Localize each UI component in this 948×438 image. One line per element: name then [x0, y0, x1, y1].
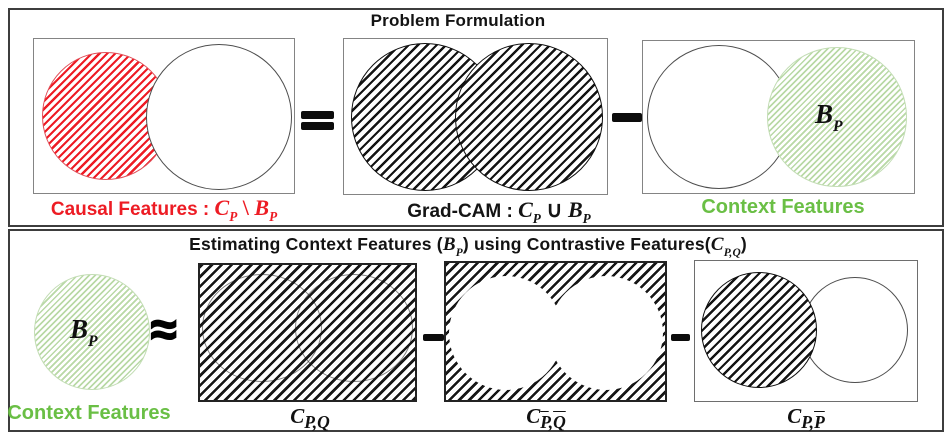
- top-panel-title: Problem Formulation: [370, 11, 546, 30]
- bp-label-bottom: BP: [70, 314, 98, 351]
- causal-caption-prefix: Causal Features :: [50, 199, 215, 220]
- gradcam-box: [343, 38, 608, 195]
- cp-pbar-label: CP,P: [787, 404, 825, 433]
- bottom-title-cpq: CP,Q: [710, 234, 741, 259]
- cpq-right-circle-outline: [295, 274, 413, 382]
- minus-operator-bottom-1: [423, 334, 444, 341]
- cpq-hatched-box: [198, 263, 417, 402]
- bottom-title-part3: ): [740, 234, 747, 254]
- gradcam-caption: Grad-CAM : CP ∪ BP: [369, 197, 629, 227]
- cpq-label: CP,Q: [290, 404, 330, 433]
- cutout-left-white-circle: [449, 276, 563, 390]
- cp-pbar-hatched-circle: [701, 272, 817, 388]
- bp-label-top: BP: [815, 99, 843, 136]
- cp-pbar-box: [694, 260, 918, 402]
- causal-caption-math: CP \ BP: [214, 195, 278, 225]
- gradcam-caption-prefix: Grad-CAM :: [407, 201, 519, 222]
- causal-features-caption: Causal Features : CP \ BP: [33, 195, 295, 225]
- context-features-caption-bottom: Context Features: [7, 402, 171, 424]
- minus-operator-bottom-2: [671, 334, 690, 341]
- minus-operator-top: [612, 113, 642, 122]
- approx-operator: ≈: [150, 303, 177, 355]
- gradcam-caption-math: CP ∪ BP: [518, 197, 591, 227]
- bottom-title-part1: Estimating Context Features (: [189, 234, 443, 254]
- cp-pbar-white-circle: [802, 277, 908, 383]
- bp-green-hatched-circle: [34, 274, 150, 390]
- object-white-circle-2: [647, 45, 791, 189]
- gradcam-right-hatched-circle: [455, 43, 603, 191]
- cpbar-qbar-label: CP,Q: [526, 404, 566, 433]
- cutout-right-white-circle: [549, 276, 663, 390]
- bottom-title-bp: BP: [442, 234, 463, 259]
- object-white-circle: [146, 44, 292, 190]
- bottom-title-part2: ) using Contrastive Features(: [462, 234, 711, 254]
- context-features-box: BP: [642, 40, 915, 194]
- context-green-hatched-circle: [767, 47, 907, 187]
- context-features-caption-top: Context Features: [701, 196, 865, 218]
- cpbar-qbar-hatched-box: [444, 261, 667, 402]
- bottom-panel-title: Estimating Context Features (BP) using C…: [8, 234, 928, 259]
- causal-features-box: [33, 38, 295, 194]
